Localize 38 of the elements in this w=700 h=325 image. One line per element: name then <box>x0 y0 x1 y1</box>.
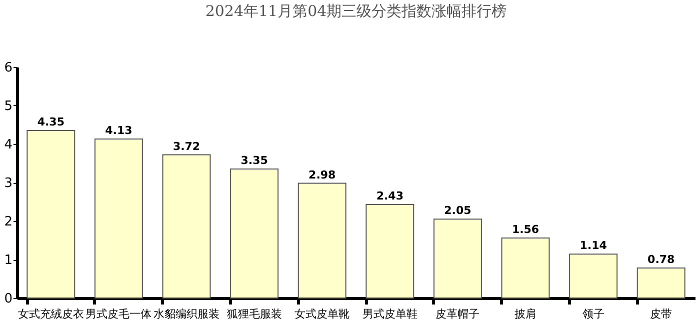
data-label: 1.14 <box>580 239 608 252</box>
bar <box>94 138 143 298</box>
x-tick-label: 披肩 <box>514 308 536 320</box>
data-label: 2.98 <box>308 168 336 182</box>
x-tick-label: 男式皮单鞋 <box>362 308 418 320</box>
chart-title: 2024年11月第04期三级分类指数涨幅排行榜 <box>205 2 507 20</box>
data-label: 2.43 <box>376 189 404 202</box>
bar <box>230 168 279 298</box>
data-label: 4.35 <box>37 116 64 129</box>
x-tick-label: 女式皮单靴 <box>294 308 350 320</box>
y-tick-label: 1 <box>4 253 12 268</box>
y-tick-label: 6 <box>4 60 12 76</box>
bar <box>26 130 76 298</box>
y-tick-label: 4 <box>4 138 12 152</box>
x-tick-label: 狐狸毛服装 <box>226 308 282 320</box>
bar <box>569 254 618 298</box>
x-tick-label: 皮带 <box>650 308 672 320</box>
bar <box>366 204 414 298</box>
bar <box>501 237 550 298</box>
x-tick-label: 皮革帽子 <box>436 308 480 320</box>
x-tick-label: 男式皮毛一体 <box>86 308 152 320</box>
x-tick-label: 水貂编织服装 <box>154 308 220 320</box>
data-label: 1.56 <box>512 222 540 236</box>
y-tick-label: 3 <box>4 176 12 191</box>
y-tick-label: 2 <box>4 214 12 230</box>
y-tick-label: 0 <box>4 292 12 306</box>
data-label: 3.35 <box>240 154 268 168</box>
bar <box>298 182 346 298</box>
bar <box>636 267 686 298</box>
x-tick-label: 女式充绒皮衣 <box>18 308 84 320</box>
bar <box>162 154 211 298</box>
data-label: 4.13 <box>105 124 132 137</box>
data-label: 3.72 <box>172 140 200 153</box>
bar <box>433 218 482 298</box>
data-label: 2.05 <box>444 204 472 218</box>
y-tick-label: 5 <box>4 99 12 114</box>
x-tick-label: 领子 <box>582 308 604 320</box>
data-label: 0.78 <box>648 252 675 266</box>
